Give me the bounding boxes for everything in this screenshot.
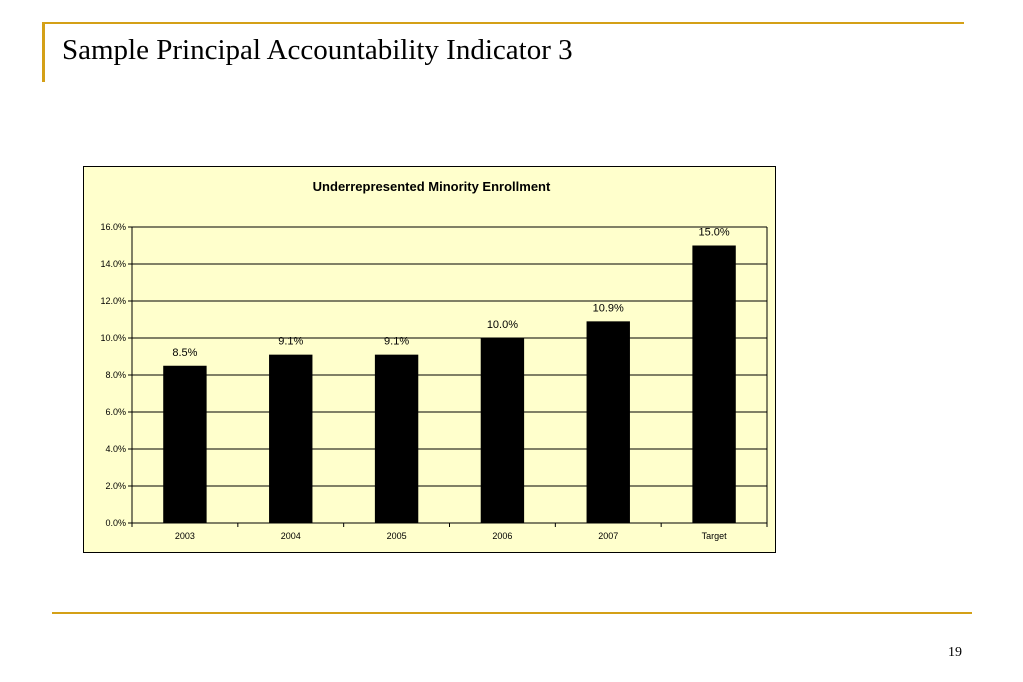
page-number: 19	[948, 645, 962, 660]
data-label: 9.1%	[384, 336, 409, 348]
x-tick-label: 2003	[175, 531, 195, 541]
bar	[480, 338, 525, 523]
y-tick-label: 0.0%	[105, 518, 126, 528]
x-tick-label: 2004	[281, 531, 301, 541]
y-tick-label: 10.0%	[100, 333, 126, 343]
slide-title: Sample Principal Accountability Indicato…	[62, 34, 573, 66]
y-tick-label: 4.0%	[105, 444, 126, 454]
data-label: 9.1%	[278, 336, 303, 348]
y-tick-label: 12.0%	[100, 296, 126, 306]
y-tick-label: 8.0%	[105, 370, 126, 380]
data-label: 15.0%	[698, 227, 729, 239]
x-tick-label: 2006	[492, 531, 512, 541]
footer-rule	[52, 612, 972, 614]
x-tick-label: Target	[702, 531, 728, 541]
data-label: 10.0%	[487, 319, 518, 331]
x-tick-label: 2005	[387, 531, 407, 541]
bar-chart: Underrepresented Minority Enrollment 0.0%…	[100, 179, 768, 541]
y-tick-label: 16.0%	[100, 222, 126, 232]
bar	[269, 354, 313, 523]
y-tick-label: 14.0%	[100, 259, 126, 269]
x-tick-label: 2007	[598, 531, 618, 541]
bar	[163, 365, 207, 523]
y-tick-label: 6.0%	[105, 407, 126, 417]
bar	[692, 245, 736, 523]
chart-panel: Underrepresented Minority Enrollment 0.0%…	[83, 166, 776, 553]
y-tick-label: 2.0%	[105, 481, 126, 491]
title-top-rule	[42, 22, 964, 24]
data-label: 8.5%	[172, 347, 197, 359]
bar	[374, 354, 419, 523]
bar	[586, 321, 630, 523]
chart-title: Underrepresented Minority Enrollment	[313, 179, 551, 194]
data-label: 10.9%	[593, 302, 624, 314]
title-accent-bar	[42, 22, 45, 82]
